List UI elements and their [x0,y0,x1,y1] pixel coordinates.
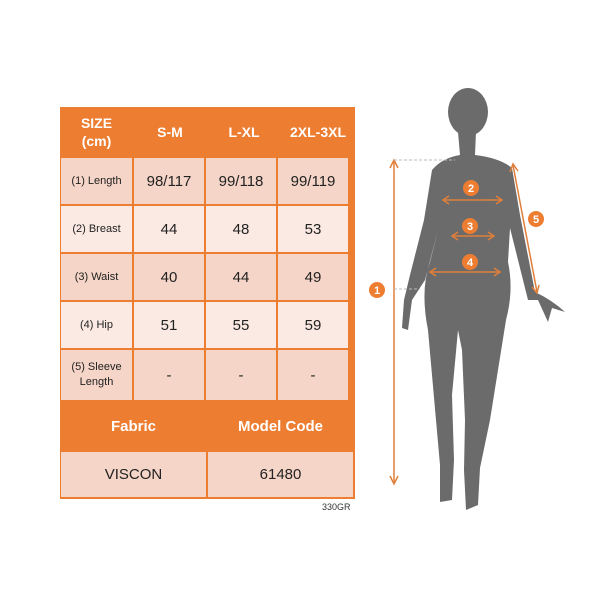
fabric-value: VISCON [61,452,206,497]
cell-value: - [206,350,276,400]
table-row: (2) Breast 44 48 53 [60,205,355,253]
model-code-header: Model Code [238,417,323,435]
cell-value: 59 [278,302,348,348]
silhouette [402,88,565,510]
row-label: (5) Sleeve Length [61,350,132,400]
cell-value: 53 [278,206,348,252]
cell-value: - [278,350,348,400]
header-row: SIZE (cm) S-M L-XL 2XL-3XL [60,107,355,157]
marker-2: 2 [468,183,474,195]
row-label: (4) Hip [61,302,132,348]
marker-4: 4 [467,257,474,269]
product-code: 330GR [322,502,351,512]
row-label: (1) Length [61,158,132,204]
size-chart-table: SIZE (cm) S-M L-XL 2XL-3XL (1) Length 98… [60,107,355,499]
marker-3: 3 [467,221,473,233]
cell-value: 48 [206,206,276,252]
row-label: (3) Waist [61,254,132,300]
marker-1: 1 [374,285,380,297]
size-s-m: S-M [157,124,183,140]
table-row: (4) Hip 51 55 59 [60,301,355,349]
cell-value: 44 [206,254,276,300]
table-row: (3) Waist 40 44 49 [60,253,355,301]
fabric-header: Fabric [110,417,156,435]
model-code-value: 61480 [208,452,353,497]
size-2xl-3xl: 2XL-3XL [289,124,346,140]
cell-value: 51 [134,302,204,348]
footer-header-row: Fabric Model Code [60,401,355,451]
cell-value: 44 [134,206,204,252]
table-row: (1) Length 98/117 99/118 99/119 [60,157,355,205]
cell-value: 98/117 [134,158,204,204]
size-header: SIZE (cm) [80,115,113,149]
cell-value: 99/119 [278,158,348,204]
cell-value: 40 [134,254,204,300]
footer-value-row: VISCON 61480 [60,451,355,499]
size-l-xl: L-XL [228,124,260,140]
cell-value: 99/118 [206,158,276,204]
cell-value: 55 [206,302,276,348]
sleeve-arrow [512,164,538,293]
marker-circles: 1 2 3 4 5 [369,180,544,298]
marker-5: 5 [533,214,539,226]
cell-value: - [134,350,204,400]
table-row: (5) Sleeve Length - - - [60,349,355,401]
row-label: (2) Breast [61,206,132,252]
cell-value: 49 [278,254,348,300]
